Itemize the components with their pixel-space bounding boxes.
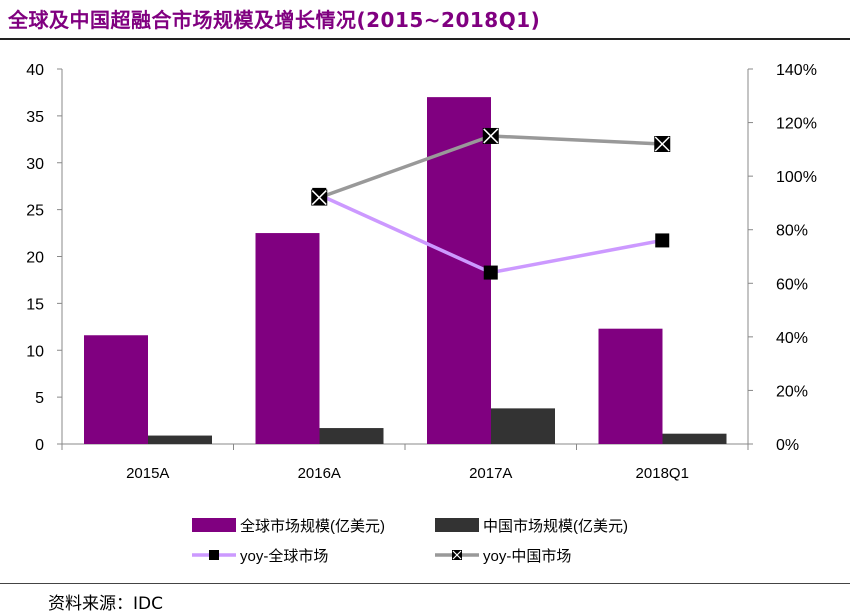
legend-label: yoy-中国市场 bbox=[483, 548, 571, 565]
y-right-tick-label: 60% bbox=[776, 276, 808, 293]
bars bbox=[84, 97, 727, 444]
y-right-tick-label: 20% bbox=[776, 383, 808, 400]
y-left-tick-label: 20 bbox=[26, 250, 44, 267]
yoy-lines bbox=[311, 127, 671, 280]
y-left-tick-label: 15 bbox=[26, 296, 44, 313]
footer-divider bbox=[0, 583, 850, 584]
y-left-tick-label: 5 bbox=[35, 390, 44, 407]
source-note: 资料来源：IDC bbox=[48, 594, 163, 614]
legend-marker bbox=[209, 550, 219, 560]
y-right-tick-label: 0% bbox=[776, 437, 799, 454]
bar-china-market bbox=[491, 408, 555, 444]
legend-swatch bbox=[435, 518, 479, 532]
legend-item: yoy-全球市场 bbox=[192, 547, 328, 565]
x-tick-label: 2018Q1 bbox=[636, 465, 689, 482]
marker-cross bbox=[311, 190, 327, 206]
marker-cross bbox=[654, 136, 670, 152]
bar-china-market bbox=[662, 433, 727, 444]
bar-global-market bbox=[84, 335, 148, 444]
bar-global-market bbox=[598, 328, 663, 444]
legend-label: 中国市场规模(亿美元) bbox=[483, 518, 628, 535]
title-divider bbox=[0, 38, 850, 40]
bar-china-market bbox=[319, 428, 384, 444]
marker-yoy-global bbox=[483, 265, 498, 280]
legend-label: 全球市场规模(亿美元) bbox=[240, 517, 385, 535]
y-left-tick-label: 40 bbox=[26, 62, 44, 79]
y-right-tick-label: 140% bbox=[776, 62, 817, 79]
legend-marker-cross bbox=[452, 550, 462, 560]
legend-swatch bbox=[192, 518, 236, 532]
legend-item: 全球市场规模(亿美元) bbox=[192, 517, 385, 535]
y-left-tick-label: 35 bbox=[26, 109, 44, 126]
y-left-tick-label: 10 bbox=[26, 343, 44, 360]
y-right-tick-label: 80% bbox=[776, 223, 808, 240]
x-tick-label: 2016A bbox=[298, 465, 341, 482]
legend-label: yoy-全球市场 bbox=[240, 547, 328, 565]
chart-title: 全球及中国超融合市场规模及增长情况(2015~2018Q1) bbox=[8, 8, 541, 32]
y-right-tick-label: 100% bbox=[776, 169, 817, 186]
y-left-tick-label: 0 bbox=[35, 437, 44, 454]
x-tick-label: 2015A bbox=[126, 465, 169, 482]
y-right-tick-label: 40% bbox=[776, 330, 808, 347]
combo-chart: 0 5 10 15 20 25 30 35 40 0% 20% 40% 60% 80% 100% 120% 14… bbox=[26, 62, 817, 565]
marker-cross bbox=[483, 128, 499, 144]
legend-item: 中国市场规模(亿美元) bbox=[435, 518, 628, 535]
y-left-tick-label: 30 bbox=[26, 156, 44, 173]
y-right-tick-label: 120% bbox=[776, 116, 817, 133]
legend-item: yoy-中国市场 bbox=[435, 548, 571, 565]
bar-china-market bbox=[148, 435, 212, 444]
bar-global-market bbox=[255, 233, 320, 444]
marker-yoy-global bbox=[655, 233, 670, 248]
x-tick-label: 2017A bbox=[469, 465, 512, 482]
y-left-tick-label: 25 bbox=[26, 203, 44, 220]
legend: 全球市场规模(亿美元) 中国市场规模(亿美元) yoy-全球市场 yoy-中国市场 bbox=[192, 517, 628, 565]
